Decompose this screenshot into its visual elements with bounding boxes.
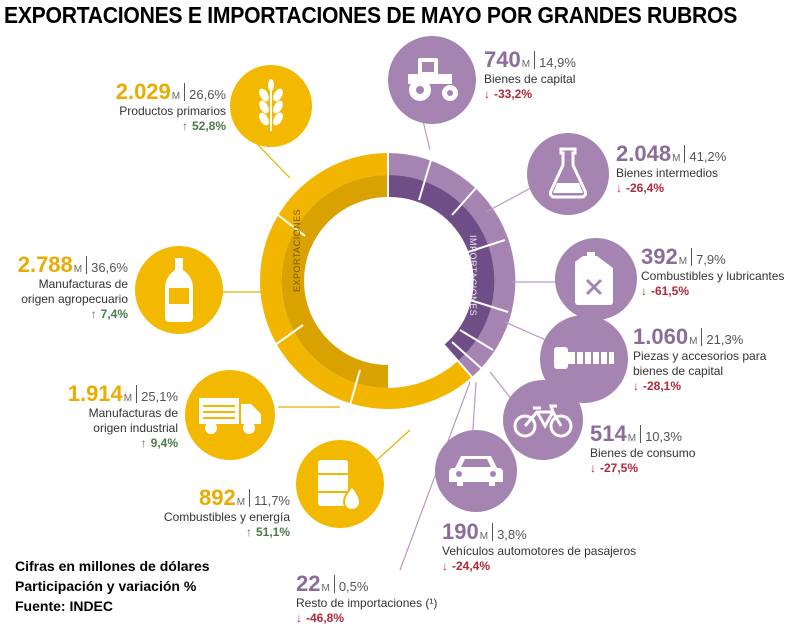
resto-importaciones-block: 22M 0,5% Resto de importaciones (¹) ↓ -46,… (296, 571, 438, 626)
value: 2.029 (115, 79, 171, 104)
bienes-consumo-block: 514M 10,3% Bienes de consumo ↓ -27,5% (590, 421, 696, 476)
exports-ring-label: EXPORTACIONES (292, 209, 302, 292)
exports-outer-ring (260, 153, 388, 409)
imports-inner-band (388, 174, 495, 361)
car-icon (449, 454, 503, 488)
truck-icon (199, 394, 261, 436)
vehiculos-block: 190M 3,8% Vehículos automotores de pasaje… (442, 519, 637, 574)
moa-circle (135, 246, 223, 334)
tractor-icon (404, 56, 462, 102)
change: 52,8% (191, 119, 226, 133)
productos-primarios-block: 2.029M 26,6% Productos primarios ↑ 52,8% (60, 80, 226, 134)
bicycle-icon (513, 404, 573, 438)
bottle-icon (165, 258, 193, 322)
combustibles-energia-block: 892M 11,7% Combustibles y energía ↑ 51,1% (163, 485, 290, 540)
jerrycan-icon (575, 252, 617, 306)
bienes-capital-block: 740M 14,9% Bienes de capital ↓ -33,2% (484, 47, 576, 102)
label: Productos primarios (119, 104, 226, 118)
productos-primarios-circle (230, 65, 312, 147)
footer-measure: Participación y variación % (15, 578, 197, 594)
bolt-icon (554, 343, 614, 373)
fuel-barrel-icon (316, 456, 366, 512)
flask-icon (549, 147, 587, 199)
combustibles-lubricantes-circle (555, 238, 637, 320)
imports-outer-ring (388, 153, 516, 377)
bienes-consumo-circle (503, 380, 583, 460)
moa-block: 2.788M 36,6% Manufacturas de origen agrop… (17, 252, 128, 322)
imports-ring-label: IMPORTACIONES (468, 235, 478, 316)
bienes-capital-circle (388, 36, 476, 124)
moi-block: 1.914M 25,1% Manufacturas de origen indus… (67, 381, 178, 451)
footer-source: Fuente: INDEC (15, 598, 113, 614)
moi-circle (185, 370, 275, 460)
share: 26,6% (189, 87, 226, 102)
footer-units: Cifras en millones de dólares (15, 558, 210, 574)
combustibles-energia-circle (296, 440, 384, 528)
vehiculos-circle (435, 430, 517, 512)
page-title: EXPORTACIONES E IMPORTACIONES DE MAYO PO… (4, 2, 738, 28)
footer-notes: Cifras en millones de dólares Participac… (15, 556, 210, 616)
bienes-intermedios-block: 2.048M 41,2% Bienes intermedios ↓ -26,4% (616, 141, 727, 196)
combustibles-lubricantes-block: 392M 7,9% Combustibles y lubricantes ↓ -61… (641, 244, 785, 299)
exports-inner-band (281, 175, 388, 388)
piezas-accesorios-block: 1.060M 21,3% Piezas y accesorios para bie… (633, 324, 767, 394)
bienes-intermedios-circle (527, 133, 609, 215)
wheat-icon (252, 79, 290, 133)
